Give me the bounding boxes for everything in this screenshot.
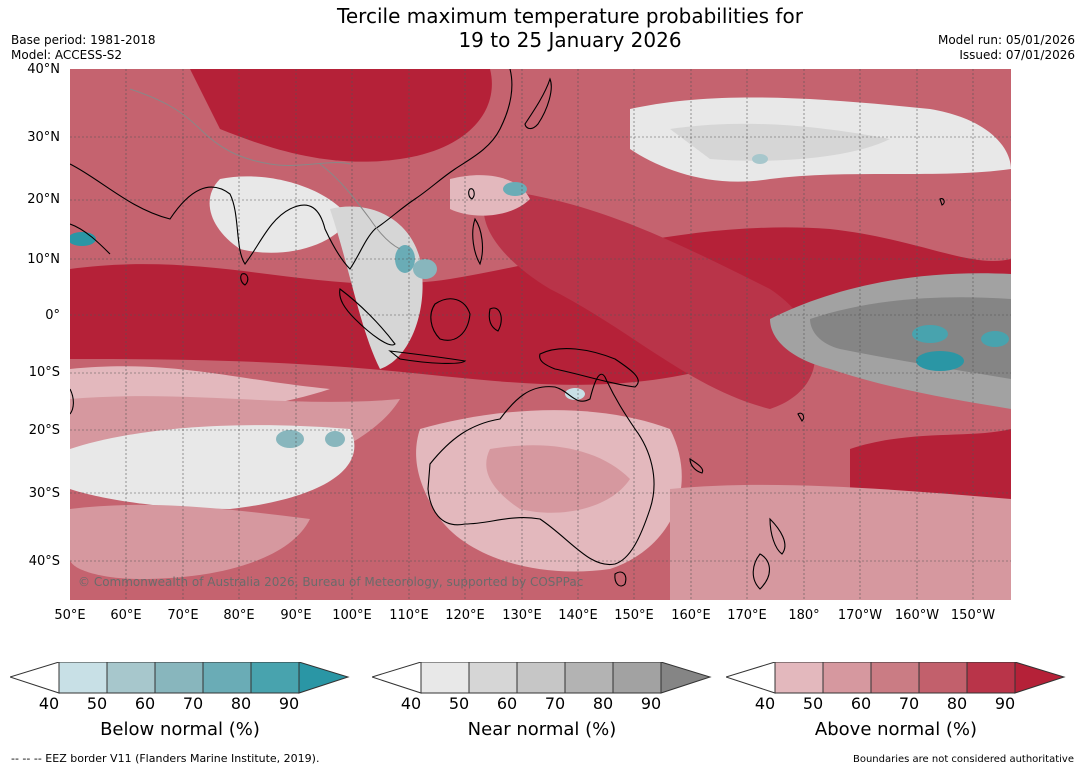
colorbar-swatch xyxy=(822,662,872,694)
colorbar-swatch xyxy=(516,662,566,694)
lon-label-160w: 160°W xyxy=(894,608,940,623)
near-swatches xyxy=(420,662,712,694)
lat-label-10s: 10°S xyxy=(28,365,60,380)
colorbar-swatch xyxy=(966,662,1016,694)
chart-title: Tercile maximum temperature probabilitie… xyxy=(270,4,870,52)
above-tick: 80 xyxy=(946,694,968,713)
title-line-2: 19 to 25 January 2026 xyxy=(458,28,682,52)
above-tick: 40 xyxy=(754,694,776,713)
near-tick: 80 xyxy=(592,694,614,713)
meta-right: Model run: 05/01/2026 Issued: 07/01/2026 xyxy=(938,33,1075,63)
colorbar-swatch xyxy=(612,662,662,694)
meta-left: Base period: 1981-2018 Model: ACCESS-S2 xyxy=(11,33,156,63)
eez-border-note: -- -- -- EEZ border V11 (Flanders Marine… xyxy=(11,752,320,765)
colorbar-swatch xyxy=(154,662,204,694)
lat-label-20s: 20°S xyxy=(28,423,60,438)
below-normal-label: Below normal (%) xyxy=(100,719,260,740)
lat-label-20n: 20°N xyxy=(27,192,60,207)
lon-label-160e: 160°E xyxy=(671,608,711,623)
colorbar-swatch xyxy=(58,662,108,694)
lat-label-40n: 40°N xyxy=(27,62,60,77)
colorbar-swatch xyxy=(918,662,968,694)
base-period: Base period: 1981-2018 xyxy=(11,33,156,47)
lon-label-70e: 70°E xyxy=(167,608,199,623)
colorbar-swatch xyxy=(106,662,156,694)
lon-label-90e: 90°E xyxy=(280,608,312,623)
near-tick: 90 xyxy=(640,694,662,713)
model-name: Model: ACCESS-S2 xyxy=(11,48,123,62)
colorbar-near-normal xyxy=(372,662,712,694)
lon-label-100e: 100°E xyxy=(332,608,372,623)
lat-label-0: 0° xyxy=(45,308,60,323)
below-tick: 90 xyxy=(278,694,300,713)
probability-map: © Commonwealth of Australia 2026, Bureau… xyxy=(68,68,1011,600)
above-swatches xyxy=(774,662,1066,694)
above-tick: 90 xyxy=(994,694,1016,713)
lon-label-80e: 80°E xyxy=(223,608,255,623)
boundaries-disclaimer: Boundaries are not considered authoritat… xyxy=(852,754,1074,765)
lat-label-10n: 10°N xyxy=(27,252,60,267)
colorbar-above-normal xyxy=(726,662,1066,694)
lon-label-150w: 150°W xyxy=(950,608,996,623)
above-tick: 60 xyxy=(850,694,872,713)
model-run: Model run: 05/01/2026 xyxy=(937,33,1075,47)
lon-label-50e: 50°E xyxy=(54,608,86,623)
near-normal-label: Near normal (%) xyxy=(467,719,617,740)
above-normal-label: Above normal (%) xyxy=(814,719,978,740)
lon-label-150e: 150°E xyxy=(614,608,654,623)
colorbar-below-normal xyxy=(10,662,350,694)
lat-label-40s: 40°S xyxy=(28,554,60,569)
colorbar-swatch xyxy=(1014,662,1066,694)
colorbar-swatch xyxy=(420,662,470,694)
coastlines xyxy=(69,68,945,590)
lon-label-180: 180° xyxy=(788,608,820,623)
title-line-1: Tercile maximum temperature probabilitie… xyxy=(337,4,803,28)
lon-label-140e: 140°E xyxy=(558,608,598,623)
near-tick: 50 xyxy=(448,694,470,713)
below-tick: 50 xyxy=(86,694,108,713)
issued-date: Issued: 07/01/2026 xyxy=(959,48,1075,62)
colorbar-swatch xyxy=(202,662,252,694)
near-tick: 40 xyxy=(400,694,422,713)
colorbar-swatch xyxy=(468,662,518,694)
colorbar-swatch xyxy=(298,662,350,694)
colorbar-swatch xyxy=(870,662,920,694)
colorbar-swatch xyxy=(250,662,300,694)
lat-label-30s: 30°S xyxy=(28,486,60,501)
map-canvas: © Commonwealth of Australia 2026, Bureau… xyxy=(68,68,1011,600)
below-tick: 80 xyxy=(230,694,252,713)
colorbar-swatch xyxy=(774,662,824,694)
near-tick: 60 xyxy=(496,694,518,713)
lon-label-120e: 120°E xyxy=(445,608,485,623)
colorbar-swatch xyxy=(660,662,712,694)
lon-label-170w: 170°W xyxy=(837,608,883,623)
lon-label-170e: 170°E xyxy=(727,608,767,623)
lon-label-130e: 130°E xyxy=(502,608,542,623)
lat-label-30n: 30°N xyxy=(27,130,60,145)
copyright-notice: © Commonwealth of Australia 2026, Bureau… xyxy=(78,575,583,589)
above-tick: 70 xyxy=(898,694,920,713)
colorbar-swatch xyxy=(564,662,614,694)
lon-label-60e: 60°E xyxy=(110,608,142,623)
below-tick: 40 xyxy=(38,694,60,713)
near-tick: 70 xyxy=(544,694,566,713)
below-swatches xyxy=(58,662,350,694)
above-tick: 50 xyxy=(802,694,824,713)
lon-label-110e: 110°E xyxy=(389,608,429,623)
below-tick: 70 xyxy=(182,694,204,713)
below-tick: 60 xyxy=(134,694,156,713)
